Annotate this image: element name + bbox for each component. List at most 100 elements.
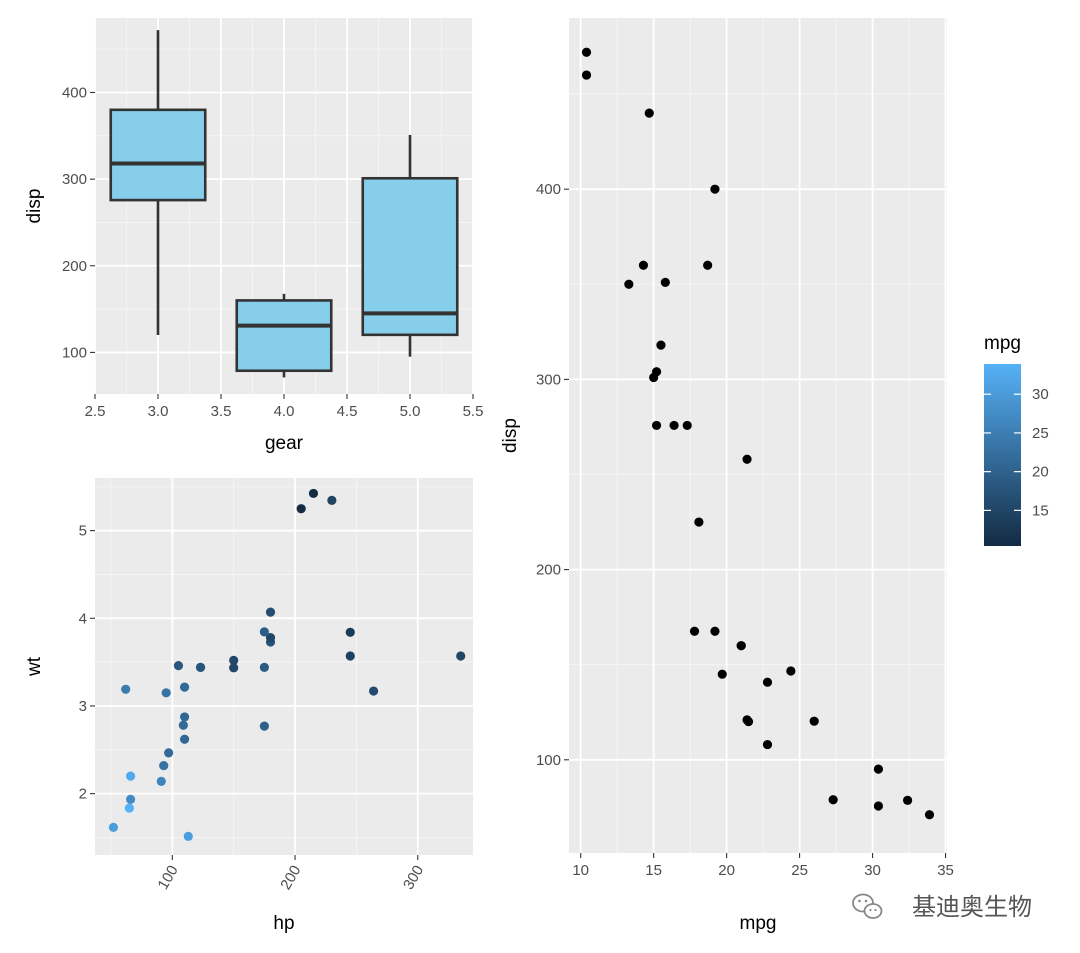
data-point <box>259 627 269 637</box>
legend-colorbar <box>984 364 1021 546</box>
legend-tick-label: 30 <box>1032 386 1049 403</box>
data-point <box>125 771 136 781</box>
data-point <box>581 70 592 80</box>
data-point <box>638 260 649 270</box>
data-point <box>173 661 184 671</box>
x-tick-label: 4.0 <box>274 403 295 420</box>
data-point <box>669 420 679 431</box>
data-point <box>924 810 935 820</box>
x-tick-label: 30 <box>864 862 881 879</box>
x-tick-label: 35 <box>937 862 954 879</box>
mpg-disp-x-axis-title: mpg <box>740 913 777 934</box>
data-point <box>742 715 752 725</box>
data-point <box>265 632 276 643</box>
hp-wt-points <box>108 488 466 841</box>
x-tick-label: 2.5 <box>85 403 106 420</box>
data-point <box>159 760 169 771</box>
y-tick-label: 400 <box>536 181 561 198</box>
legend-tick-label: 25 <box>1032 425 1049 442</box>
data-point <box>121 684 131 694</box>
x-tick-label: 100 <box>155 863 182 893</box>
hp-wt-scatter-panel: 100 200 300 2 3 4 5 hp wt <box>24 478 473 934</box>
x-tick-label: 10 <box>572 862 589 879</box>
y-tick-label: 300 <box>62 171 87 188</box>
data-point <box>786 666 796 676</box>
wechat-icon <box>852 893 883 919</box>
boxplot-y-axis-title: disp <box>24 189 45 224</box>
data-point <box>124 803 134 813</box>
x-tick-label: 15 <box>645 862 662 879</box>
data-point <box>624 279 634 289</box>
data-point <box>327 495 337 505</box>
mpg-disp-points <box>581 47 935 820</box>
data-point <box>164 748 174 758</box>
data-point <box>703 260 713 270</box>
box-iqr <box>361 176 459 337</box>
data-point <box>689 626 700 636</box>
data-point <box>710 184 720 194</box>
hp-wt-y-axis-title: wt <box>24 656 45 677</box>
boxplot-axis-ticks: 2.5 3.0 3.5 4.0 4.5 5.0 5.5 100 200 300 400 <box>62 85 483 420</box>
data-point <box>179 712 190 722</box>
boxplot-boxes <box>109 30 459 378</box>
data-point <box>345 651 355 661</box>
data-point <box>736 641 746 651</box>
data-point <box>161 688 171 698</box>
boxplot-x-axis-title: gear <box>265 433 304 454</box>
legend-title: mpg <box>984 333 1021 354</box>
mpg-disp-scatter-panel: 10 15 20 25 30 35 100 200 300 400 mpg disp <box>500 18 954 934</box>
x-tick-label: 20 <box>718 862 735 879</box>
data-point <box>125 794 136 804</box>
legend-tick-label: 15 <box>1032 502 1049 519</box>
data-point <box>368 686 379 696</box>
y-tick-label: 100 <box>536 752 561 769</box>
y-tick-label: 3 <box>79 698 87 715</box>
x-tick-label: 5.5 <box>463 403 484 420</box>
y-tick-label: 200 <box>536 562 561 579</box>
data-point <box>108 822 119 832</box>
data-point <box>229 663 239 673</box>
data-point <box>183 831 193 841</box>
y-tick-label: 5 <box>79 523 87 540</box>
mpg-disp-y-axis-title: disp <box>500 418 521 453</box>
data-point <box>179 682 190 692</box>
y-tick-label: 2 <box>79 786 87 803</box>
x-tick-label: 4.5 <box>337 403 358 420</box>
box-iqr <box>235 299 333 373</box>
watermark-text: 基迪奥生物 <box>912 893 1032 921</box>
data-point <box>762 677 773 687</box>
mpg-color-legend: mpg 15 20 25 30 <box>984 333 1049 546</box>
mpg-disp-axis-ticks: 10 15 20 25 30 35 100 200 300 400 <box>536 181 954 879</box>
legend-ticks: 15 20 25 30 <box>984 386 1049 519</box>
data-point <box>873 764 884 774</box>
data-point <box>456 651 466 661</box>
x-tick-label: 200 <box>277 863 304 893</box>
data-point <box>762 739 773 750</box>
x-tick-label: 300 <box>400 863 427 893</box>
data-point <box>656 340 666 350</box>
y-tick-label: 400 <box>62 85 87 102</box>
data-point <box>308 488 319 499</box>
data-point <box>649 372 659 383</box>
boxplot-panel: 2.5 3.0 3.5 4.0 4.5 5.0 5.5 100 200 300 400 gear d… <box>24 18 483 454</box>
data-point <box>345 627 355 637</box>
data-point <box>259 662 269 672</box>
y-tick-label: 4 <box>79 610 87 627</box>
data-point <box>682 420 692 431</box>
y-tick-label: 300 <box>536 371 561 388</box>
mpg-disp-plot-background <box>569 18 947 853</box>
data-point <box>717 669 727 679</box>
data-point <box>178 720 188 730</box>
data-point <box>296 504 306 514</box>
data-point <box>660 277 670 287</box>
y-tick-label: 200 <box>62 258 87 275</box>
data-point <box>265 607 276 617</box>
data-point <box>259 721 269 731</box>
data-point <box>195 662 206 672</box>
hp-wt-plot-background <box>95 478 473 855</box>
data-point <box>179 734 190 744</box>
data-point <box>710 626 720 636</box>
data-point <box>156 776 166 786</box>
x-tick-label: 25 <box>791 862 808 879</box>
